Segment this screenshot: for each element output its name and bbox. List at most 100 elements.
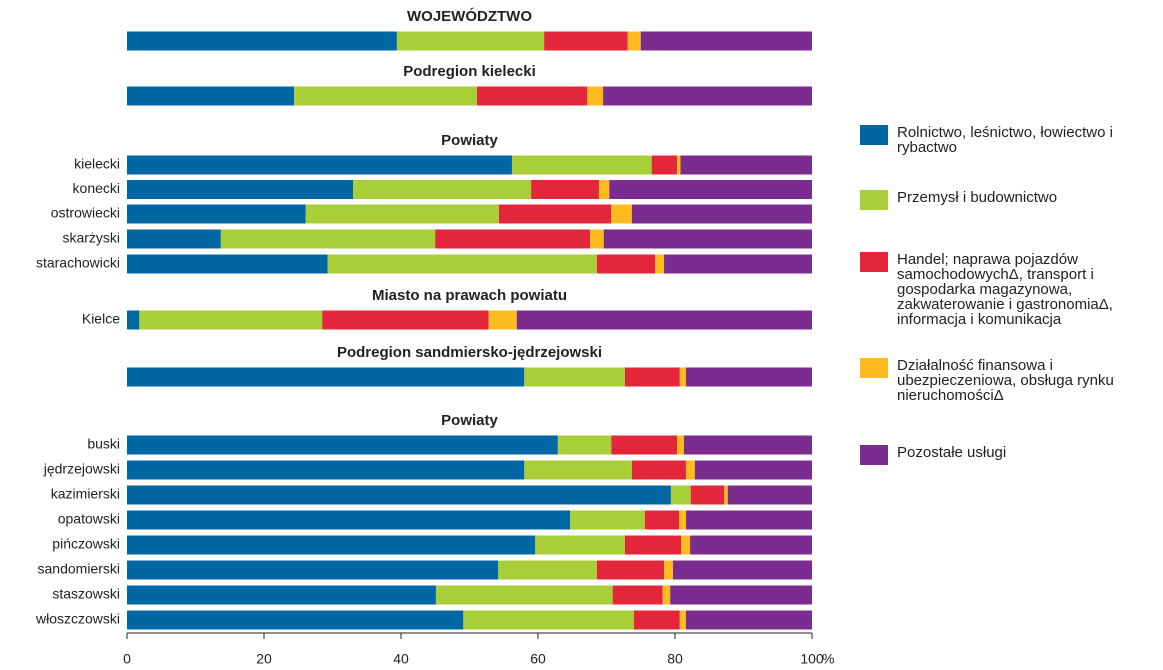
bar-segment <box>524 460 632 480</box>
bar-segment <box>603 86 812 106</box>
bar-segment <box>672 560 812 580</box>
legend-swatch <box>860 125 888 145</box>
category-label: starachowicki <box>36 255 120 271</box>
bar-segment <box>127 31 397 51</box>
x-tick-label: 20 <box>256 651 272 667</box>
bar-segment <box>694 460 812 480</box>
category-label: ostrowiecki <box>51 205 120 221</box>
legend-swatch <box>860 190 888 210</box>
bar-segment <box>679 610 686 630</box>
bar-segment <box>127 155 512 175</box>
bar-segment <box>690 485 725 505</box>
category-label: włoszczowski <box>35 611 120 627</box>
bar-segment <box>544 31 628 51</box>
legend-swatch <box>860 252 888 272</box>
bar-segment <box>679 510 686 530</box>
bar-segment <box>557 435 612 455</box>
bar-segment <box>640 31 812 51</box>
category-label: staszowski <box>52 586 120 602</box>
bar-segment <box>679 367 686 387</box>
bar-segment <box>498 560 597 580</box>
category-label: opatowski <box>58 511 120 527</box>
legend-label: Pozostałe usługi <box>897 444 1007 461</box>
bar-segment <box>677 435 684 455</box>
bar-segment <box>127 204 306 224</box>
bar-segment <box>127 367 525 387</box>
bar-segment <box>127 610 464 630</box>
bar-segment <box>611 435 678 455</box>
bar-segment <box>127 86 295 106</box>
bar-segment <box>435 229 591 249</box>
bar-segment <box>127 460 525 480</box>
bar-segment <box>724 485 728 505</box>
bar-segment <box>609 180 812 199</box>
x-tick-label: 60 <box>530 651 546 667</box>
legend-label: Rolnictwo, leśnictwo, łowiectwo i rybact… <box>897 124 1113 156</box>
category-label: buski <box>87 436 120 452</box>
group-title: Powiaty <box>441 132 498 149</box>
bar-segment <box>524 367 625 387</box>
legend-label: Działalność finansowa i ubezpieczeniowa,… <box>897 357 1114 404</box>
bar-segment <box>685 460 695 480</box>
x-tick-label: 40 <box>393 651 409 667</box>
bar-segment <box>633 610 680 630</box>
bar-segment <box>220 229 436 249</box>
bar-segment <box>644 510 680 530</box>
bar-segment <box>570 510 645 530</box>
bar-segment <box>327 254 597 274</box>
bar-segment <box>670 585 812 605</box>
bar-segment <box>127 510 571 530</box>
group-title: WOJEWÓDZTWO <box>407 7 532 25</box>
bar-segment <box>631 460 686 480</box>
bar-segment <box>612 585 663 605</box>
bar-segment <box>463 610 634 630</box>
bar-segment <box>535 535 625 555</box>
bar-segment <box>683 435 812 455</box>
bar-segment <box>624 535 682 555</box>
bar-segment <box>655 254 665 274</box>
bar-segment <box>139 310 323 330</box>
bar-segment <box>127 535 536 555</box>
bar-segment <box>611 204 632 224</box>
group-title: Powiaty <box>441 412 498 429</box>
x-tick-label: 100 <box>800 651 824 667</box>
bar-segment <box>294 86 478 106</box>
category-label: kielecki <box>74 156 120 172</box>
bar-segment <box>662 585 671 605</box>
bar-segment <box>477 86 588 106</box>
category-label: skarżyski <box>62 230 120 246</box>
legend-label: Przemysł i budownictwo <box>897 189 1058 206</box>
chart: % WOJEWÓDZTWO Podregion kielecki kielecki P… <box>35 7 834 667</box>
bar-segment <box>127 485 671 505</box>
category-label: sandomierski <box>38 561 120 577</box>
bar-segment <box>305 204 499 224</box>
bar-segment <box>685 367 812 387</box>
bar-segment <box>627 31 641 51</box>
bar-segment <box>396 31 545 51</box>
bar-segment <box>531 180 599 199</box>
bar-segment <box>680 155 812 175</box>
x-tick-label: 80 <box>667 651 683 667</box>
bar-segment <box>603 229 812 249</box>
bar-segment <box>127 435 558 455</box>
bar-segment <box>353 180 532 199</box>
bar-segment <box>631 204 812 224</box>
bar-segment <box>598 180 610 199</box>
x-axis-label: % <box>822 651 834 667</box>
bar-segment <box>127 585 436 605</box>
bar-segment <box>596 254 656 274</box>
bar-segment <box>670 485 691 505</box>
bar-segment <box>322 310 489 330</box>
bar-segment <box>516 310 812 330</box>
bar-segment <box>488 310 517 330</box>
bar-segment <box>685 510 812 530</box>
bar-segment <box>664 560 673 580</box>
category-label: Kielce <box>82 311 120 327</box>
bar-segment <box>677 155 681 175</box>
bar-segment <box>681 535 691 555</box>
bar-segment <box>511 155 652 175</box>
bar-segment <box>685 610 812 630</box>
category-label: jędrzejowski <box>43 461 120 477</box>
bar-segment <box>590 229 604 249</box>
